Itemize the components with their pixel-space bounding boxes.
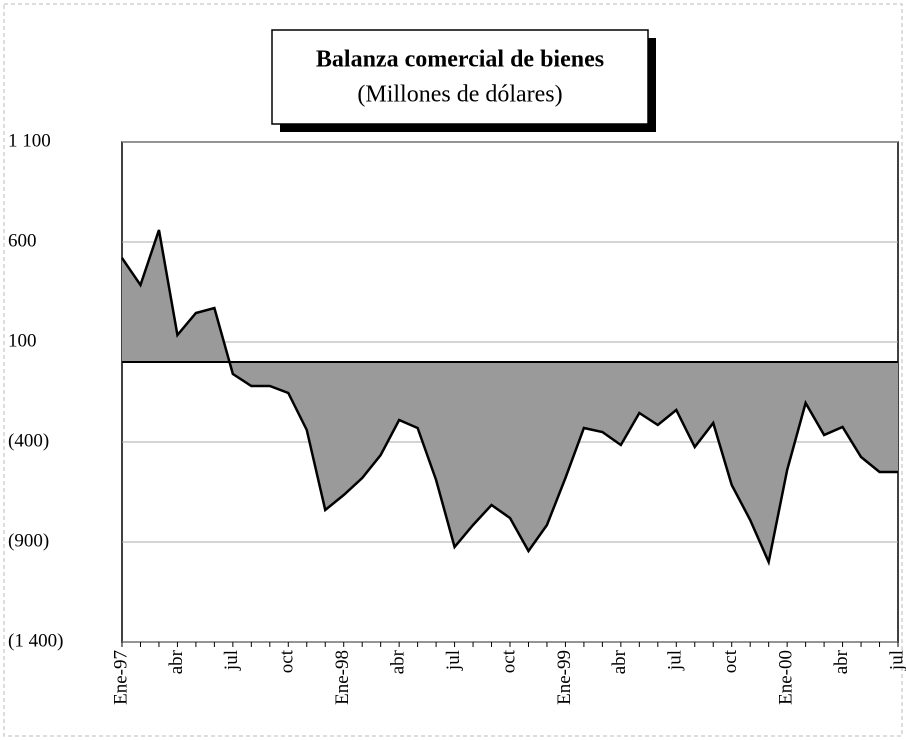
y-tick-label: 100 bbox=[8, 330, 37, 351]
area bbox=[122, 230, 898, 562]
y-tick-label: 1 100 bbox=[8, 130, 51, 151]
y-tick-label: (900) bbox=[8, 530, 49, 551]
y-tick-label: 600 bbox=[8, 230, 37, 251]
x-tick-label: Ene-99 bbox=[554, 650, 575, 705]
x-tick-label: oct bbox=[498, 649, 519, 673]
x-tick-label: jul bbox=[665, 650, 686, 671]
y-tick-label: (1 400) bbox=[8, 630, 63, 651]
x-tick-label: abr bbox=[388, 649, 409, 674]
frame bbox=[3, 3, 903, 737]
x-tick-label: Ene-97 bbox=[110, 650, 131, 705]
title-box bbox=[271, 29, 649, 125]
line bbox=[120, 229, 898, 567]
x-tick-label: oct bbox=[720, 649, 741, 673]
x-tick-label: jul bbox=[886, 650, 906, 671]
marks bbox=[120, 141, 898, 643]
x-tick-label: abr bbox=[609, 649, 630, 674]
x-tick-label: jul bbox=[221, 650, 242, 671]
chart-subtitle: (Millones de dólares) bbox=[357, 82, 562, 108]
x-tick-label: Ene-98 bbox=[332, 650, 353, 705]
x-tick-label: abr bbox=[166, 649, 187, 674]
x-tick-label: abr bbox=[831, 649, 852, 674]
x-tick-label: oct bbox=[277, 649, 298, 673]
chart-title: Balanza comercial de bienes bbox=[316, 47, 604, 73]
x-tick-label: Ene-00 bbox=[776, 650, 797, 705]
x-tick-label: jul bbox=[443, 650, 464, 671]
y-tick-label: (400) bbox=[8, 430, 49, 451]
